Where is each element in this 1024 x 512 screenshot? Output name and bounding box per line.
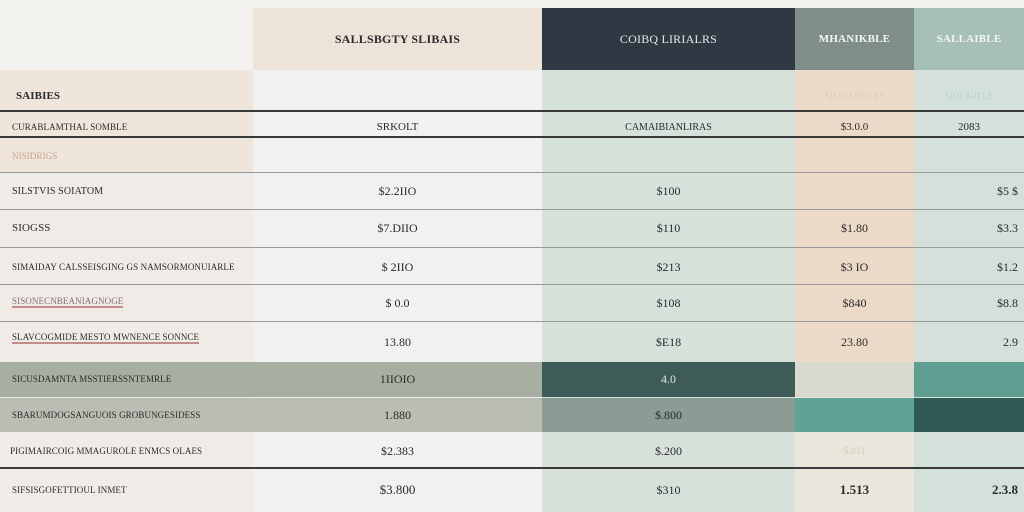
row-4-col1: $ 2IIO (381, 259, 414, 274)
row-4-col3: $3 IO (840, 259, 869, 274)
row-6-col4: 2.9 (1003, 334, 1018, 349)
row-label-5: SISONECNBEANIAGNOGE (12, 296, 124, 308)
row-label-10: SIFSISGOFETTIOUL INMET (12, 485, 127, 495)
section-label: SAIBIES (16, 90, 61, 102)
column-header-3[interactable]: MHANIKBLE (795, 8, 914, 70)
row-label-0: CURABLAMTHAL SOMBLE (12, 122, 128, 132)
row-label-1: NISIDRIGS (12, 151, 58, 161)
band-row-8-col2 (542, 398, 795, 432)
row-10-col3: 1.513 (839, 482, 870, 497)
row-5-col4: $8.8 (997, 295, 1018, 310)
column-header-2-label: COIBQ LIRIALRS (619, 31, 718, 46)
row-6-col1: 13.80 (384, 334, 411, 349)
row-label-7[interactable]: SICUSDAMNTA MSSTIERSSNTEMRLE (12, 374, 172, 384)
row-3-col2: $110 (656, 220, 681, 235)
col1-bg (253, 70, 542, 512)
row-4-col2: $213 (656, 259, 681, 274)
row-label-6: SLAVCOGMIDE MESTO MWNENCE SONNCE (12, 332, 200, 344)
row-8-col1: 1.880 (384, 407, 411, 422)
band-row-7-bg (0, 362, 542, 397)
subheader-col3: $3.0.0 (840, 121, 869, 133)
row-3-col1: $7.DIIO (377, 220, 418, 235)
column-header-1-label: SALLSBGTY SLIBAIS (334, 31, 461, 46)
col2-bg (542, 70, 795, 512)
row-label-8[interactable]: SBARUMDOGSANGUOIS GROBUNGESIDESS (12, 410, 201, 420)
subheader-col4: 2083 (958, 121, 980, 133)
divider-r2 (0, 209, 1024, 210)
row-8-col2: $.800 (655, 407, 682, 422)
row-5-col3: $840 (842, 295, 867, 310)
column-header-4-label: SALLAIBLE (936, 33, 1002, 45)
row-10-col4: 2.3.8 (992, 482, 1018, 497)
row-3-col4: $3.3 (997, 220, 1018, 235)
band-row-7-col4 (914, 362, 1024, 397)
row-10-col2: $310 (656, 482, 681, 497)
band-row-7-col3 (795, 362, 914, 397)
row-9-col2: $.200 (655, 443, 682, 458)
row-6-col3: 23.80 (841, 334, 868, 349)
subheader-col1: SRKOLT (376, 121, 419, 133)
row-label-2: SILSTVIS SOIATOM (12, 185, 104, 197)
row-2-col2: $100 (656, 183, 681, 198)
col3-bg (795, 70, 914, 362)
divider-sub (0, 136, 1024, 138)
band-row-7-col2 (542, 362, 795, 397)
row-9-col3: $.811 (843, 445, 866, 457)
row-10-col1: $3.800 (379, 482, 416, 497)
band-row-8-col3 (795, 398, 914, 432)
faded-label-2: SIDLARTLE (944, 91, 994, 101)
row-label-4: SIMAIDAY CALSSEISGING GS NAMSORMONUIARLE (12, 262, 235, 272)
divider-top (0, 110, 1024, 112)
row-3-col3: $1.80 (841, 220, 868, 235)
divider-r3 (0, 247, 1024, 248)
subheader-col2: CAMAIBIANLIRAS (625, 121, 712, 133)
column-header-3-label: MHANIKBLE (818, 33, 891, 45)
row-5-col2: $108 (656, 295, 681, 310)
row-label-9: PIGIMAIRCOIG MMAGUROLE ENMCS OLAES (10, 446, 203, 456)
band-row-8-col4 (914, 398, 1024, 432)
row-5-col1: $ 0.0 (385, 295, 410, 310)
column-header-2[interactable]: COIBQ LIRIALRS (542, 8, 795, 70)
row-9-col1: $2.383 (381, 443, 414, 458)
left-panel-peach (0, 70, 253, 172)
row-2-col1: $2.2IIO (378, 183, 417, 198)
faded-label-1: SILIRASIOTES (824, 91, 885, 101)
row-label-3: SIOGSS (12, 222, 51, 234)
row-6-col2: $E18 (655, 334, 682, 349)
divider-bottom (0, 467, 1024, 469)
row-4-col4: $1.2 (997, 259, 1018, 274)
col4-bg (914, 70, 1024, 512)
row-7-col2: 4.0 (661, 371, 676, 386)
row-7-col1: 1IIOIO (379, 371, 416, 386)
column-header-1[interactable]: SALLSBGTY SLIBAIS (253, 8, 542, 70)
band-row-8-bg (0, 398, 542, 432)
divider-r5 (0, 321, 1024, 322)
column-header-4[interactable]: SALLAIBLE (914, 8, 1024, 70)
divider-r1 (0, 172, 1024, 173)
row-2-col4: $5 $ (997, 183, 1018, 198)
divider-r4 (0, 284, 1024, 285)
